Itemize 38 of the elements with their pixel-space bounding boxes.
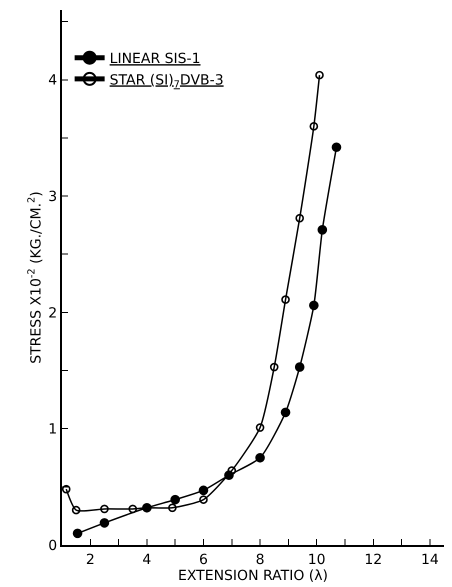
point [310, 122, 318, 131]
y-tick-label: 0 [48, 538, 58, 554]
legend-label: LINEAR SIS-1 [110, 51, 201, 68]
point [72, 506, 80, 514]
point [332, 142, 342, 152]
x-axis-title: EXTENSION RATIO (λ) [178, 568, 328, 584]
point [227, 466, 236, 475]
point [294, 362, 304, 372]
point [255, 452, 265, 463]
point [318, 225, 328, 235]
x-tick-label: 14 [420, 552, 439, 568]
point [170, 494, 180, 504]
y-tick-label: 1 [48, 422, 58, 438]
point [100, 518, 110, 528]
point [199, 495, 208, 504]
x-tick-label: 10 [308, 552, 326, 568]
x-tick-label: 2 [86, 552, 95, 568]
legend-label: STAR (SI)$_{7}$DVB-3 [110, 72, 224, 90]
point [295, 214, 304, 222]
point [128, 504, 138, 514]
point [256, 423, 264, 432]
point [281, 295, 290, 304]
point [72, 528, 82, 538]
point [224, 470, 234, 480]
x-tick-label: 8 [256, 552, 265, 568]
x-tick-label: 12 [364, 552, 382, 568]
point [315, 70, 324, 80]
point [168, 503, 177, 512]
x-tick-label: 4 [142, 552, 152, 568]
x-tick-label: 6 [199, 552, 208, 568]
y-tick-label: 3 [48, 188, 58, 205]
y-tick-label: 4 [48, 72, 58, 89]
point [198, 486, 208, 496]
point [280, 408, 290, 418]
point [270, 362, 279, 372]
y-tick-label: 2 [48, 305, 58, 322]
point [309, 300, 319, 310]
point [100, 504, 109, 514]
